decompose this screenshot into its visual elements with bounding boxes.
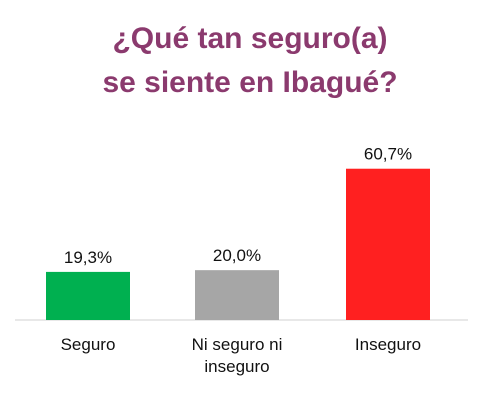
category-label-2: Inseguro: [323, 334, 453, 356]
bar-2: [346, 168, 430, 320]
data-label-0: 19,3%: [64, 248, 112, 267]
category-label-line: Ni seguro ni: [191, 335, 283, 354]
bar-1: [195, 270, 279, 320]
category-label-line: inseguro: [204, 357, 270, 376]
category-label-0: Seguro: [23, 334, 153, 356]
category-label-line: Seguro: [60, 335, 116, 354]
data-label-1: 20,0%: [213, 246, 261, 265]
category-label-line: Inseguro: [354, 335, 422, 354]
chart-title-line-1: ¿Qué tan seguro(a): [112, 22, 388, 55]
category-label-1: Ni seguro ni inseguro: [172, 334, 302, 378]
chart-title-line-2: se siente en Ibagué?: [102, 66, 398, 99]
data-label-2: 60,7%: [364, 145, 412, 164]
bar-0: [46, 271, 130, 320]
